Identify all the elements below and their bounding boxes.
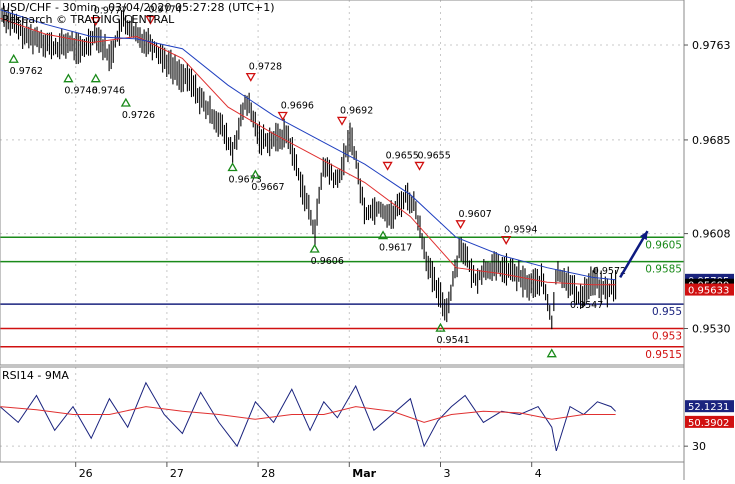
- down-marker: [501, 235, 512, 245]
- time-tick-label: 26: [79, 467, 93, 480]
- ma_slow-line: [0, 9, 616, 281]
- marker-label: 0.9541: [436, 335, 469, 346]
- down-marker: [145, 15, 156, 25]
- marker-label: 0.9667: [251, 182, 284, 193]
- down-marker: [245, 72, 256, 82]
- ma_fast-line: [0, 17, 616, 286]
- marker-label: 0.9617: [379, 243, 412, 254]
- up-marker: [546, 348, 557, 358]
- up-marker: [120, 97, 131, 107]
- marker-label: 0.9655: [386, 150, 419, 161]
- time-tick-label: 28: [261, 467, 275, 480]
- time-tick-label: 3: [443, 467, 450, 480]
- marker-label: 0.9547: [570, 300, 603, 311]
- rsi-panel-title: RSI14 - 9MA: [2, 369, 69, 382]
- time-tick-label: 4: [535, 467, 542, 480]
- level-label: 0.9585: [645, 264, 682, 276]
- up-marker: [250, 169, 261, 179]
- price-tag: [685, 283, 734, 296]
- time-tick-label: 27: [170, 467, 184, 480]
- grid-layer: [0, 0, 684, 462]
- rsi-tag-label: 50.3902: [688, 418, 729, 429]
- rsi-tag: [685, 400, 734, 413]
- up-marker: [90, 73, 101, 83]
- rsi_ma-line: [0, 406, 616, 423]
- marker-label: 0.9673: [229, 175, 262, 186]
- price-tick-label: 0.9763: [692, 39, 731, 52]
- marker-label: 0.9774: [148, 4, 181, 15]
- marker-label: 0.9655: [418, 150, 451, 161]
- marker-label: 0.9746: [92, 86, 125, 97]
- up-marker: [63, 73, 74, 83]
- series-layer: [0, 1, 617, 452]
- rsi-tag: [685, 415, 734, 428]
- up-marker: [227, 162, 238, 172]
- up-marker: [309, 243, 320, 253]
- chart-title: USD/CHF - 30min - 03/04/2020 05:27:28 (U…: [2, 1, 275, 14]
- marker-label: 0.9594: [504, 225, 537, 236]
- marker-label: 0.9762: [10, 66, 43, 77]
- marker-label: 0.9746: [64, 86, 97, 97]
- marker-label: 0.9726: [122, 110, 155, 121]
- forecast-arrow-head: [640, 231, 648, 241]
- down-marker: [90, 16, 101, 26]
- price-tick-label: 0.9608: [692, 228, 731, 241]
- marker-label: 0.9777: [94, 6, 127, 17]
- rsi-line: [0, 381, 616, 452]
- rsi-tag-label: 52.1231: [688, 402, 729, 413]
- marker-label: 0.9606: [311, 256, 344, 267]
- up-marker: [377, 230, 389, 240]
- marker-label: 0.9728: [249, 62, 282, 73]
- marker-label: 0.9607: [459, 209, 492, 220]
- up-marker: [8, 53, 19, 63]
- marker-label: 0.9692: [340, 105, 373, 116]
- level-label: 0.953: [652, 331, 682, 343]
- down-marker: [414, 161, 425, 171]
- down-marker: [336, 116, 348, 126]
- price-tick-label: 0.9685: [692, 134, 731, 147]
- rsi-tick-label: 30: [692, 440, 706, 453]
- marker-label: 0.9572: [593, 266, 626, 277]
- forecast-arrow: [619, 230, 649, 279]
- levels-layer: 0.9605 0.9585 0.955 0.953 0.9515: [0, 236, 684, 361]
- up-marker: [435, 322, 446, 332]
- down-marker: [455, 220, 466, 230]
- down-marker: [277, 111, 288, 121]
- time-tick-label: Mar: [352, 467, 376, 480]
- chart-subtitle: Research © TRADING CENTRAL: [2, 13, 175, 26]
- price-tag-label: 0.95633: [688, 286, 729, 297]
- level-label: 0.955: [652, 306, 682, 318]
- level-label: 0.9605: [645, 239, 682, 251]
- down-marker: [382, 161, 393, 171]
- price-tick-label: 0.9530: [692, 323, 731, 336]
- marker-label: 0.9696: [281, 101, 314, 112]
- level-label: 0.9515: [645, 349, 682, 361]
